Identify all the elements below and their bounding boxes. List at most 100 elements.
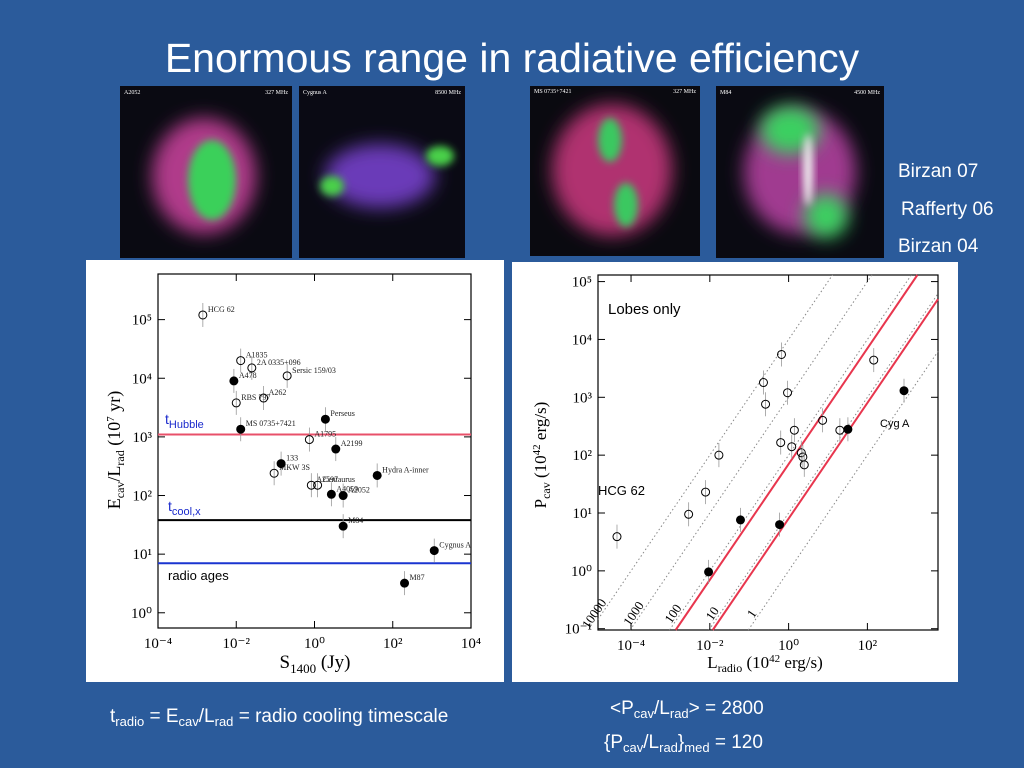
point-label: A478 (239, 371, 257, 380)
image: A2052 327 MHz (120, 86, 292, 258)
x-tick-label: 10² (383, 636, 403, 652)
data-point (304, 435, 314, 445)
point-label: A2052 (348, 486, 370, 495)
y-axis-label: Pcav (1042 erg/s) (531, 402, 553, 509)
x-tick-label: 10⁻² (696, 638, 724, 654)
data-point (331, 444, 341, 454)
emission (598, 118, 622, 162)
emission (804, 194, 848, 238)
y-tick-label: 10⁴ (132, 371, 152, 387)
point-label: Hydra A-inner (382, 465, 429, 474)
data-point (869, 355, 879, 365)
y-tick-label: 10⁻¹ (565, 622, 592, 638)
y-tick-label: 10⁵ (572, 275, 592, 291)
data-point (259, 393, 269, 403)
image-band: 4500 MHz (854, 90, 880, 96)
data-point (843, 424, 853, 434)
x-axis-label: Lradio (1042 erg/s) (707, 653, 823, 675)
x-tick-label: 10⁰ (778, 638, 799, 654)
data-point (761, 399, 771, 409)
reference: Rafferty 06 (901, 199, 994, 220)
fit-line (674, 274, 919, 631)
point-label: A2199 (341, 439, 363, 448)
point-label: A1835 (246, 351, 268, 360)
x-tick-label: 10⁻⁴ (617, 638, 645, 654)
data-point (789, 425, 799, 435)
chart: Pcav (1042 erg/s) Lradio (1042 erg/s) Lo… (512, 262, 958, 682)
point-label: MKW 3S (279, 463, 310, 472)
chart: Ecav/Lrad (107 yr) S1400 (Jy) tHubble tc… (86, 260, 504, 682)
point-label: A1795 (314, 430, 336, 439)
image-label: A2052 (124, 90, 140, 96)
data-point (282, 371, 292, 381)
line-label: radio ages (168, 568, 229, 583)
y-tick-label: 10⁰ (131, 606, 152, 622)
reference: Birzan 07 (898, 161, 978, 182)
point-label: Perseus (330, 409, 354, 418)
data-point (429, 546, 439, 556)
point-label: RBS 797 (241, 393, 270, 402)
data-point (704, 567, 714, 577)
y-tick-label: 10³ (133, 430, 153, 446)
footnote: <Pcav/Lrad> = 2800 (610, 698, 764, 721)
footnote: {Pcav/Lrad}med = 120 (604, 732, 763, 755)
point-label: A4059 (336, 484, 358, 493)
x-axis-label: S1400 (Jy) (280, 652, 351, 676)
data-point (229, 376, 239, 386)
chart-panel (86, 260, 504, 682)
data-point (799, 460, 809, 470)
data-point (758, 378, 768, 388)
data-point (372, 470, 382, 480)
data-point (247, 363, 257, 373)
image-label: Cygnus A (303, 90, 328, 96)
data-point (400, 578, 410, 588)
emission (325, 144, 435, 208)
footnote: tradio = Ecav/Lrad = radio cooling times… (110, 706, 448, 729)
data-point (236, 356, 246, 366)
annotation: Lobes only (608, 301, 681, 318)
point-label: Cygnus A (439, 541, 471, 550)
image: Cygnus A 8500 MHz (299, 86, 465, 258)
data-point (612, 532, 622, 542)
x-tick-label: 10⁻² (223, 636, 251, 652)
data-point (326, 489, 336, 499)
data-point (269, 468, 279, 478)
point-label: A262 (269, 388, 287, 397)
emission (614, 183, 638, 227)
reference-line (747, 351, 939, 631)
chart-panel (512, 262, 958, 682)
data-point (684, 509, 694, 519)
emission (426, 146, 454, 166)
data-point (313, 480, 323, 490)
y-tick-label: 10² (573, 448, 593, 464)
point-label: M84 (348, 516, 363, 525)
image: MS 0735+7421 327 MHz (530, 86, 700, 256)
reference-line (597, 274, 833, 620)
point-label: MS 0735+7421 (246, 419, 296, 428)
y-axis-label: Ecav/Lrad (107 yr) (104, 391, 127, 509)
y-tick-label: 10¹ (573, 506, 593, 522)
image-band: 327 MHz (265, 90, 288, 96)
y-tick-label: 10² (133, 489, 153, 505)
image-band: 327 MHz (673, 89, 696, 95)
data-point (818, 415, 828, 425)
point-label: Centaurus (323, 475, 355, 484)
reference: Birzan 04 (898, 236, 979, 257)
data-point (735, 515, 745, 525)
point-label: 2A 0335+096 (257, 358, 301, 367)
x-tick-label: 10⁴ (461, 636, 481, 652)
data-point (787, 442, 797, 452)
x-tick-label: 10⁻⁴ (144, 636, 172, 652)
data-point (338, 521, 348, 531)
annotation: HCG 62 (598, 483, 645, 498)
data-point (783, 388, 793, 398)
image-label: MS 0735+7421 (534, 89, 572, 95)
image-label: M84 (720, 90, 731, 96)
y-tick-label: 10⁴ (572, 332, 592, 348)
annotation: Cyg A (880, 418, 910, 430)
line-label: tcool,x (168, 498, 201, 518)
point-label: 133 (286, 454, 298, 463)
y-tick-label: 10⁰ (571, 564, 592, 580)
data-point (236, 424, 246, 434)
